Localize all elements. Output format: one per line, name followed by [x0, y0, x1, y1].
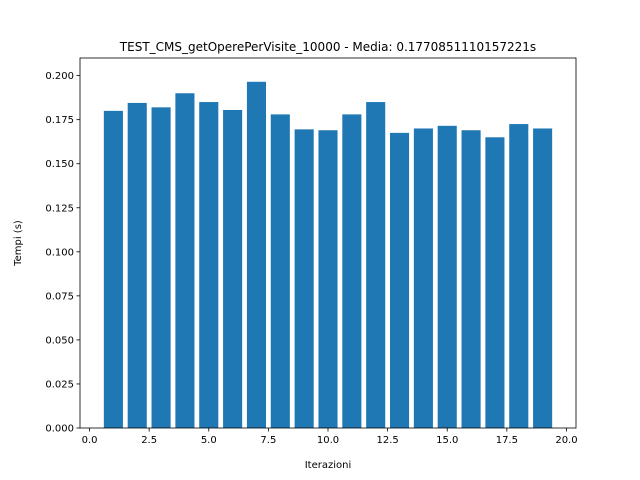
bar-19	[533, 128, 553, 429]
bar-10	[318, 130, 338, 429]
y-tick-label: 0.125	[45, 203, 74, 214]
y-tick-label: 0.175	[45, 115, 74, 126]
x-tick-label: 0.0	[82, 435, 98, 446]
x-tick-label: 7.5	[260, 435, 276, 446]
bar-7	[246, 81, 266, 428]
bar-2	[127, 102, 147, 429]
bar-5	[199, 102, 219, 429]
x-tick-label: 2.5	[141, 435, 157, 446]
bar-16	[461, 130, 481, 429]
y-tick-label: 0.150	[45, 159, 74, 170]
x-tick-label: 5.0	[201, 435, 217, 446]
y-tick-label: 0.100	[45, 247, 74, 258]
bar-17	[485, 137, 505, 429]
y-axis: 0.000 0.025 0.050 0.075 0.100 0.125 0.150 0.175…	[45, 71, 80, 435]
y-tick-label: 0.025	[45, 379, 74, 390]
y-tick-label: 0.200	[45, 71, 74, 82]
x-tick-label: 17.5	[496, 435, 518, 446]
x-axis-label: Iterazioni	[305, 460, 352, 471]
y-tick-label: 0.000	[45, 424, 74, 435]
bar-12	[366, 102, 386, 429]
chart-title: TEST_CMS_getOperePerVisite_10000 - Media…	[119, 40, 536, 54]
bar-15	[437, 125, 457, 428]
bar-11	[342, 114, 362, 428]
bar-3	[151, 107, 171, 428]
bar-14	[413, 128, 433, 429]
x-tick-label: 10.0	[317, 435, 339, 446]
bar-18	[509, 124, 529, 428]
x-tick-label: 15.0	[436, 435, 458, 446]
x-tick-label: 20.0	[555, 435, 577, 446]
x-axis: 0.0 2.5 5.0 7.5 10.0 12.5 15.0 17.5 20.0	[82, 428, 578, 446]
bar-9	[294, 129, 314, 429]
bar-6	[223, 109, 243, 428]
bar-4	[175, 93, 195, 429]
y-axis-label: Tempi (s)	[13, 220, 24, 267]
bar-1	[103, 110, 123, 429]
bar-13	[390, 132, 410, 428]
y-tick-label: 0.050	[45, 335, 74, 346]
x-tick-label: 12.5	[376, 435, 398, 446]
bar-8	[270, 114, 290, 428]
bars-group	[103, 81, 553, 429]
y-tick-label: 0.075	[45, 291, 74, 302]
